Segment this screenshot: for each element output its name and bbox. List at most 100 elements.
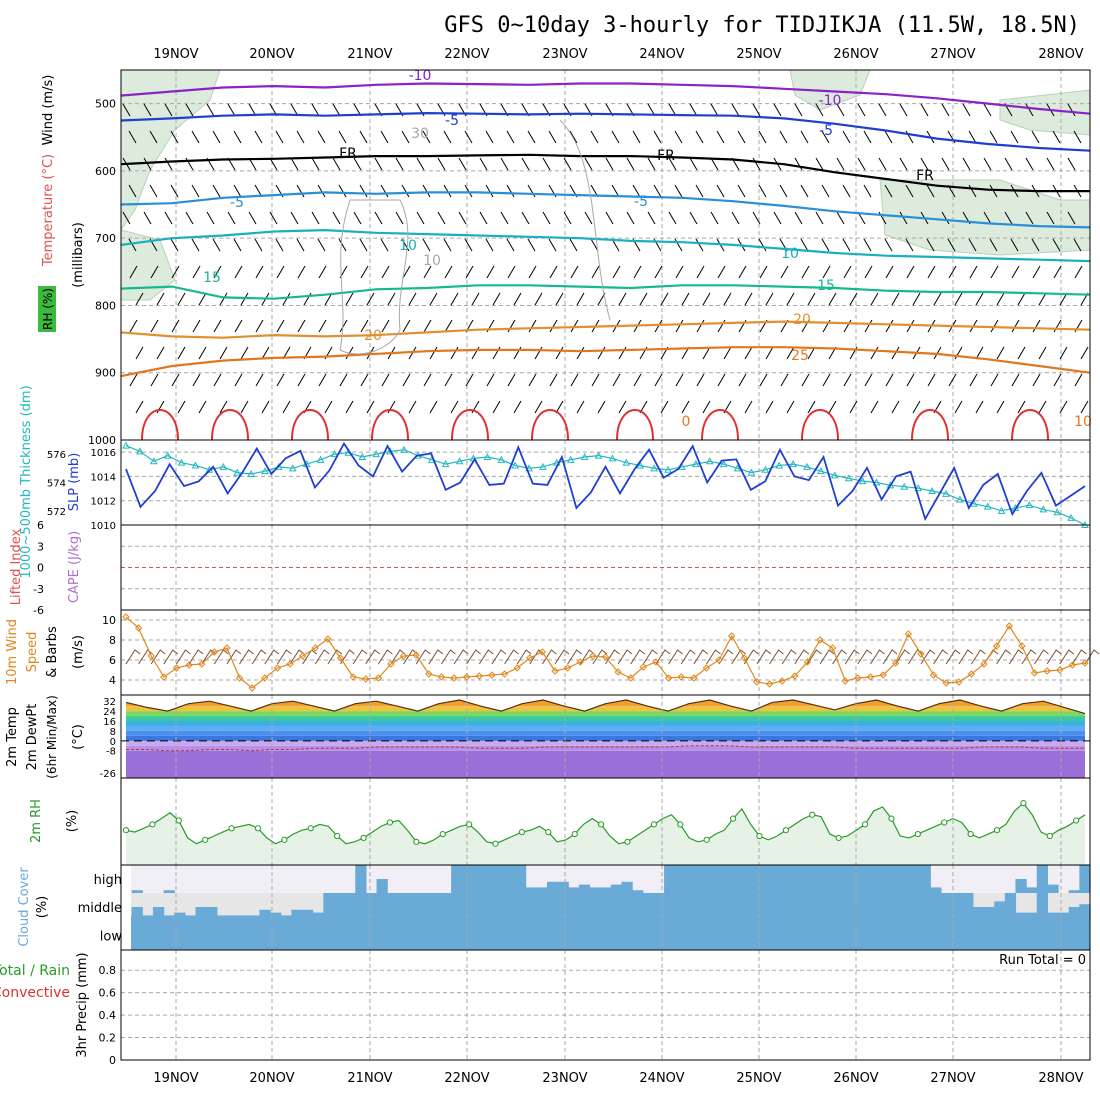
thickness-point	[733, 464, 742, 472]
wind-barb	[723, 292, 732, 306]
wind-barb	[885, 265, 894, 279]
wind-barb	[660, 400, 669, 414]
tick-label: 4	[109, 674, 116, 687]
wind-barb	[282, 292, 291, 306]
cloud-bar-high	[717, 865, 729, 893]
cloud-level-label: high	[94, 873, 122, 888]
wind10m-point	[425, 670, 433, 678]
rh2m-point	[861, 821, 869, 828]
wind-barb	[255, 265, 264, 279]
wind-barb	[885, 319, 894, 333]
rh-contour	[339, 199, 409, 355]
thickness-point	[316, 455, 325, 463]
cloud-bar-middle	[578, 893, 591, 921]
cloud-bar-high	[578, 884, 591, 893]
wind-barb	[731, 211, 740, 225]
wind-barb	[401, 184, 410, 198]
thickness-point	[177, 458, 186, 466]
wind-barb	[689, 103, 698, 117]
cloud-bar-middle	[206, 907, 218, 921]
cloud-bar-middle	[184, 915, 197, 921]
axis-label: 10m Wind	[5, 619, 20, 685]
rh2m-point	[122, 827, 130, 834]
wind-barb	[360, 319, 369, 333]
wind-barb	[863, 238, 872, 252]
wind-barb	[737, 130, 746, 144]
wind-barb	[143, 157, 152, 171]
temp-band	[126, 730, 1085, 736]
wind-barb	[884, 184, 893, 198]
wind-barb	[731, 103, 740, 117]
wind-barb	[836, 103, 845, 117]
wind-barb	[786, 346, 795, 360]
cloud-bar-middle	[1047, 912, 1059, 921]
wind-barb	[212, 130, 221, 144]
wind-barb	[401, 238, 410, 252]
wind10m-point	[147, 652, 155, 660]
rh2m-point	[413, 838, 420, 845]
wind-barb-10m	[693, 649, 709, 665]
wind-barb-10m	[138, 649, 153, 665]
wind-barb	[360, 373, 369, 387]
wind-barb	[213, 319, 222, 333]
wind-barb	[317, 130, 326, 144]
wind-barb	[317, 184, 326, 198]
date-label-top: 27NOV	[930, 47, 975, 62]
wind-barb	[1038, 346, 1047, 360]
wind-barb	[164, 103, 173, 117]
wind-barb	[765, 346, 774, 360]
tick-label: 1016	[91, 448, 116, 459]
wind-barb	[254, 238, 263, 252]
axis-label: (m/s)	[71, 635, 86, 669]
cloud-bar-middle	[216, 915, 229, 921]
wind10m-point	[1005, 622, 1013, 630]
wind-barb	[429, 292, 438, 306]
rh2m-point	[202, 836, 209, 843]
wind-barb	[674, 184, 683, 198]
wind-barb	[506, 184, 515, 198]
cloud-bar-high	[898, 865, 910, 893]
wind-barb	[681, 400, 690, 414]
wind-barb	[878, 157, 887, 171]
wind-barb	[1053, 265, 1062, 279]
wind-barb	[597, 346, 606, 360]
cloud-bar-high	[759, 865, 772, 893]
cloud-bar-middle	[813, 893, 825, 921]
cloud-bar-low	[121, 921, 1090, 950]
wind-barb	[465, 265, 474, 279]
temp-band	[126, 735, 1085, 741]
rh-contour	[559, 119, 611, 321]
cloud-bar-high	[546, 881, 559, 893]
wind-barb	[129, 319, 138, 333]
wind-barb	[891, 292, 900, 306]
upper-air-panel: 500 600 700 800 900 1000 -10 -10 -5 -5 FR FR FR -5 -5 1…	[38, 68, 1092, 447]
axis-label: Lifted Index	[9, 528, 24, 605]
wind-barb	[605, 157, 614, 171]
cloud-bar-high	[163, 890, 175, 893]
wind-barb	[408, 292, 417, 306]
axis-label: 2m RH	[29, 799, 44, 843]
cloud-bar-high	[823, 865, 836, 893]
wind-barb	[261, 346, 270, 360]
cloud-bar-high	[908, 865, 921, 893]
wind-barb	[702, 346, 711, 360]
cloud-bar-middle	[493, 893, 505, 921]
thickness-point	[386, 447, 394, 455]
wind-barb	[758, 238, 767, 252]
wind-barb	[570, 319, 579, 333]
wind-barb	[801, 373, 810, 387]
wind-barb	[927, 265, 936, 279]
wind-barb	[738, 373, 747, 387]
tick-label: 8	[109, 634, 116, 647]
wind-barb-10m	[1084, 649, 1100, 665]
cloud-bar-high	[621, 881, 633, 893]
wind-barb-10m	[996, 649, 1011, 665]
wind-barb	[968, 184, 977, 198]
date-label-bottom: 20NOV	[249, 1071, 294, 1086]
contour-label: 20	[364, 328, 382, 344]
wind-barb	[464, 238, 473, 252]
wind-barb	[528, 319, 537, 333]
cloud-bar-high	[887, 865, 899, 893]
wind-barb	[506, 130, 515, 144]
